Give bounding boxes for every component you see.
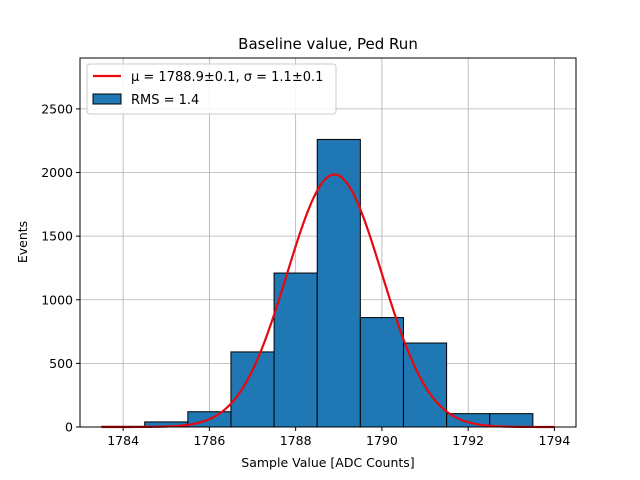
histogram-bar: [230, 351, 275, 428]
chart-title: Baseline value, Ped Run: [238, 35, 418, 53]
y-tick-label: 0: [65, 420, 73, 435]
legend-box: [86, 63, 337, 115]
legend: μ = 1788.9±0.1, σ = 1.1±0.1 RMS = 1.4: [86, 63, 337, 115]
y-tick-label: 2500: [41, 101, 73, 116]
x-tick-label: 1794: [539, 433, 571, 448]
x-tick-label: 1784: [107, 433, 139, 448]
y-axis-label: Events: [15, 221, 30, 263]
x-tick-label: 1792: [452, 433, 484, 448]
legend-fit-label: μ = 1788.9±0.1, σ = 1.1±0.1: [131, 70, 323, 85]
x-tick-label: 1786: [193, 433, 225, 448]
legend-rms-label: RMS = 1.4: [131, 93, 199, 108]
y-tick-label: 500: [49, 356, 73, 371]
y-tick-label: 1500: [41, 229, 73, 244]
y-tick-label: 1000: [41, 292, 73, 307]
x-tick-label: 1788: [280, 433, 312, 448]
legend-rms-swatch: [92, 93, 122, 105]
x-tick-label: 1790: [366, 433, 398, 448]
histogram-bar: [359, 317, 404, 428]
histogram-bar: [273, 272, 318, 428]
gaussian-fit-line: [101, 173, 555, 429]
histogram-bar: [489, 413, 534, 428]
x-axis-label: Sample Value [ADC Counts]: [241, 455, 414, 470]
y-tick-label: 2000: [41, 165, 73, 180]
plot-frame: [79, 57, 577, 428]
x-axis-ticks: 1784 1786 1788 1790 1792 1794: [107, 427, 570, 448]
histogram-bar: [316, 138, 361, 428]
y-axis-ticks: 0 500 1000 1500 2000 2500: [41, 101, 80, 435]
